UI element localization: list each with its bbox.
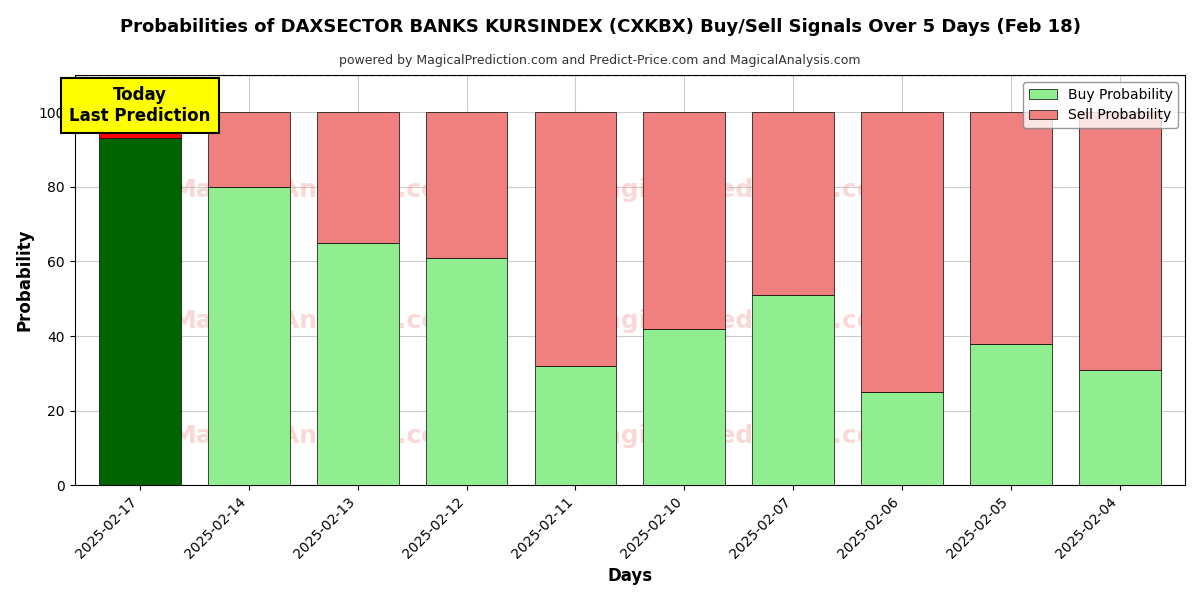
Y-axis label: Probability: Probability xyxy=(16,229,34,331)
Bar xyxy=(752,112,834,295)
Bar xyxy=(208,187,289,485)
Text: MagicalPrediction.com: MagicalPrediction.com xyxy=(581,424,901,448)
Bar xyxy=(970,344,1051,485)
Bar xyxy=(970,112,1051,344)
Text: MagicalAnalysis.com: MagicalAnalysis.com xyxy=(172,424,466,448)
X-axis label: Days: Days xyxy=(607,567,653,585)
Text: Today
Last Prediction: Today Last Prediction xyxy=(70,86,211,125)
Bar xyxy=(752,295,834,485)
Bar xyxy=(862,112,943,392)
Bar xyxy=(643,329,725,485)
Bar xyxy=(534,366,617,485)
Bar xyxy=(534,112,617,366)
Text: powered by MagicalPrediction.com and Predict-Price.com and MagicalAnalysis.com: powered by MagicalPrediction.com and Pre… xyxy=(340,54,860,67)
Bar xyxy=(317,112,398,243)
Bar xyxy=(208,112,289,187)
Text: MagicalAnalysis.com: MagicalAnalysis.com xyxy=(172,178,466,202)
Bar xyxy=(426,258,508,485)
Bar xyxy=(317,243,398,485)
Bar xyxy=(426,112,508,258)
Text: Probabilities of DAXSECTOR BANKS KURSINDEX (CXKBX) Buy/Sell Signals Over 5 Days : Probabilities of DAXSECTOR BANKS KURSIND… xyxy=(120,18,1080,36)
Bar xyxy=(862,392,943,485)
Bar xyxy=(100,139,181,485)
Bar xyxy=(100,112,181,139)
Text: MagicalPrediction.com: MagicalPrediction.com xyxy=(581,178,901,202)
Bar xyxy=(643,112,725,329)
Text: MagicalAnalysis.com: MagicalAnalysis.com xyxy=(172,309,466,333)
Text: MagicalPrediction.com: MagicalPrediction.com xyxy=(581,309,901,333)
Legend: Buy Probability, Sell Probability: Buy Probability, Sell Probability xyxy=(1024,82,1178,128)
Bar xyxy=(1079,370,1160,485)
Bar xyxy=(1079,112,1160,370)
